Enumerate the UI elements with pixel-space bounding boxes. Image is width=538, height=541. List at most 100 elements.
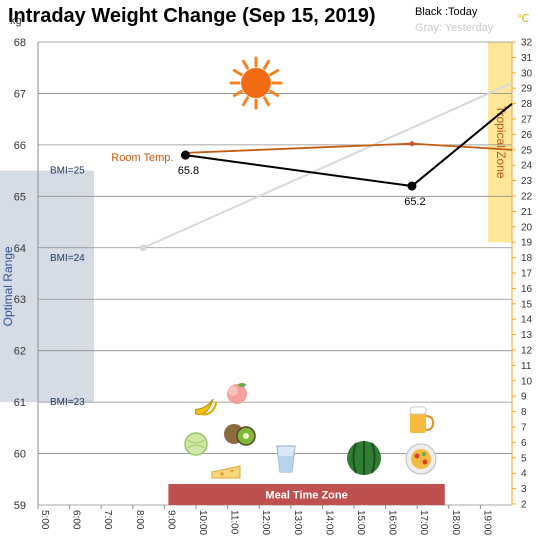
x-tick-label: 15:00 bbox=[355, 510, 366, 535]
x-tick-label: 7:00 bbox=[102, 510, 113, 530]
y-tick-label: 64 bbox=[14, 243, 26, 255]
y2-tick-label: 23 bbox=[521, 176, 533, 187]
tropical-zone-band bbox=[488, 42, 512, 243]
y2-tick-label: 3 bbox=[521, 484, 527, 495]
sun-ray bbox=[263, 96, 270, 107]
x-tick-label: 8:00 bbox=[134, 510, 145, 530]
today-point bbox=[180, 150, 190, 160]
x-tick-label: 12:00 bbox=[260, 510, 271, 535]
y-tick-label: 66 bbox=[14, 140, 26, 152]
y2-tick-label: 10 bbox=[521, 376, 533, 387]
today-data-label: 65.8 bbox=[178, 165, 199, 177]
kiwi-icon bbox=[224, 424, 256, 446]
data-points bbox=[139, 140, 417, 252]
cheese-icon bbox=[211, 465, 241, 479]
y2-tick-label: 26 bbox=[521, 130, 533, 141]
bmi-labels: BMI=25 BMI=24 BMI=23 bbox=[50, 166, 85, 409]
y2-tick-label: 15 bbox=[521, 299, 533, 310]
y2-tick-label: 14 bbox=[521, 315, 533, 326]
y-tick-label: 63 bbox=[14, 294, 26, 306]
y2-tick-label: 29 bbox=[521, 84, 533, 95]
y2-tick-label: 13 bbox=[521, 330, 533, 341]
y2-tick-label: 30 bbox=[521, 68, 533, 79]
y2-tick-label: 18 bbox=[521, 253, 533, 264]
room-temp-label: Room Temp. bbox=[111, 152, 173, 164]
data-labels: 65.8 65.2 bbox=[178, 165, 426, 208]
axes: 5960616263646566676823456789101112131415… bbox=[14, 37, 533, 535]
y2-tick-label: 12 bbox=[521, 346, 533, 357]
x-tick-label: 18:00 bbox=[450, 510, 461, 535]
y2-tick-label: 9 bbox=[521, 392, 527, 403]
x-tick-label: 9:00 bbox=[165, 510, 176, 530]
x-tick-label: 16:00 bbox=[387, 510, 398, 535]
x-tick-label: 11:00 bbox=[229, 510, 240, 535]
y2-tick-label: 6 bbox=[521, 438, 527, 449]
y2-tick-label: 16 bbox=[521, 284, 533, 295]
y-tick-label: 65 bbox=[14, 191, 26, 203]
meal-time-zone-label: Meal Time Zone bbox=[265, 490, 347, 502]
sun-ray bbox=[232, 69, 243, 76]
y-axis-unit: kg bbox=[10, 15, 22, 27]
x-tick-label: 10:00 bbox=[197, 510, 208, 535]
y-tick-label: 62 bbox=[14, 346, 26, 358]
y2-tick-label: 19 bbox=[521, 238, 533, 249]
y2-tick-label: 28 bbox=[521, 99, 533, 110]
sun-ray bbox=[242, 59, 249, 70]
peach-icon bbox=[227, 383, 247, 404]
sun-ray bbox=[269, 69, 280, 76]
y2-tick-label: 5 bbox=[521, 453, 527, 464]
x-tick-label: 14:00 bbox=[323, 510, 334, 535]
y2-tick-label: 32 bbox=[521, 38, 533, 49]
bmi-label: BMI=24 bbox=[50, 253, 85, 264]
y2-tick-label: 4 bbox=[521, 469, 527, 480]
pizza-plate-icon bbox=[405, 443, 437, 475]
chart-title: Intraday Weight Change (Sep 15, 2019) bbox=[8, 5, 376, 27]
sun-ray bbox=[263, 59, 270, 70]
gridlines bbox=[38, 41, 512, 506]
y2-tick-label: 22 bbox=[521, 192, 533, 203]
y2-tick-label: 21 bbox=[521, 207, 533, 218]
x-tick-label: 6:00 bbox=[71, 510, 82, 530]
tropical-zone-label: Tropical Zone bbox=[494, 106, 508, 179]
optimal-range-label: Optimal Range bbox=[1, 246, 15, 326]
meal-time-zone-bar bbox=[168, 484, 445, 505]
x-tick-label: 5:00 bbox=[39, 510, 50, 530]
y-tick-label: 67 bbox=[14, 88, 26, 100]
sun-ray bbox=[242, 96, 249, 107]
bmi-label: BMI=25 bbox=[50, 166, 85, 177]
sun-icon bbox=[229, 56, 283, 110]
today-data-label: 65.2 bbox=[404, 196, 425, 208]
y2-tick-label: 20 bbox=[521, 222, 533, 233]
y-tick-label: 59 bbox=[14, 500, 26, 512]
y2-tick-label: 11 bbox=[521, 361, 532, 372]
today-point bbox=[407, 181, 417, 191]
sun-disc bbox=[241, 68, 271, 98]
sun-ray bbox=[232, 90, 243, 97]
y2-tick-label: 2 bbox=[521, 500, 527, 511]
optimal-range-band bbox=[0, 170, 94, 403]
yesterday-point bbox=[139, 244, 147, 252]
y2-tick-label: 27 bbox=[521, 115, 533, 126]
legend-today: Black :Today bbox=[415, 6, 478, 18]
y2-tick-label: 31 bbox=[521, 53, 533, 64]
x-tick-label: 13:00 bbox=[292, 510, 303, 535]
y2-tick-label: 25 bbox=[521, 145, 533, 156]
watermelon-icon bbox=[347, 441, 381, 475]
y2-tick-label: 8 bbox=[521, 407, 527, 418]
series-line-yesterday bbox=[142, 82, 513, 249]
y2-tick-label: 7 bbox=[521, 423, 527, 434]
background-bands bbox=[0, 42, 512, 403]
banana-icon bbox=[195, 398, 218, 416]
x-tick-label: 19:00 bbox=[481, 510, 492, 535]
y-tick-label: 60 bbox=[14, 449, 26, 461]
sun-ray bbox=[269, 90, 280, 97]
melon-icon bbox=[184, 432, 208, 456]
y2-tick-label: 17 bbox=[521, 269, 533, 280]
beer-icon bbox=[409, 406, 435, 433]
y2-axis-unit: ℃ bbox=[517, 13, 529, 25]
legend-yesterday: Gray: Yesterday bbox=[415, 22, 494, 34]
y-tick-label: 68 bbox=[14, 37, 26, 49]
room-temp-point bbox=[408, 140, 415, 147]
